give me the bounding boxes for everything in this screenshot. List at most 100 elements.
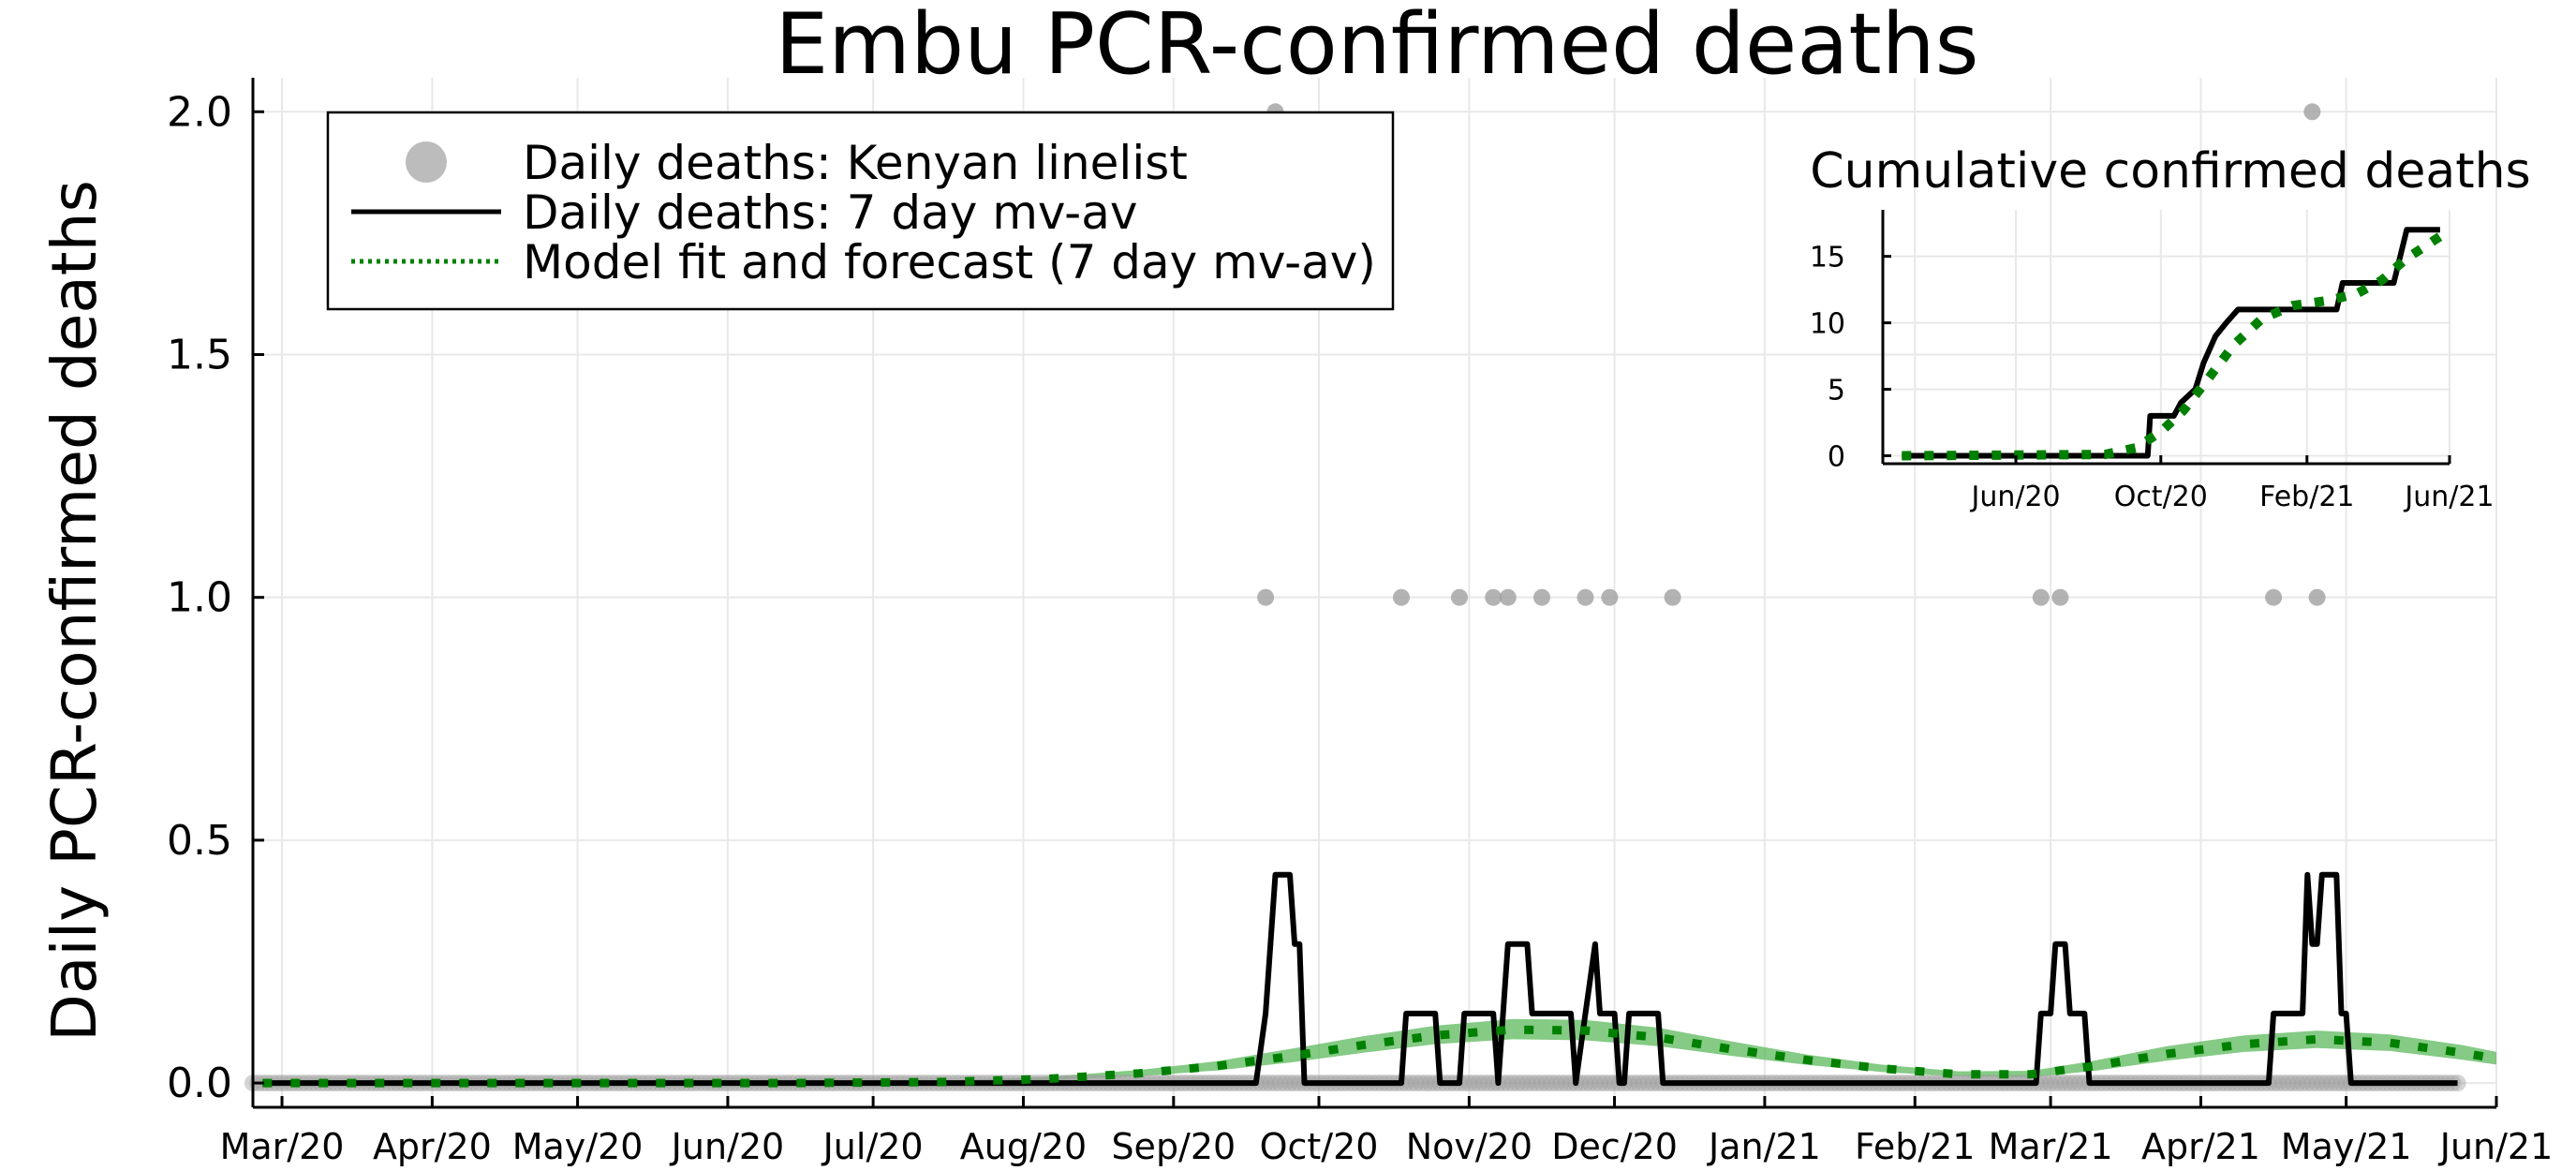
linelist-point-zero	[1499, 1075, 1517, 1092]
x-tick-label: Jun/21	[2438, 1126, 2554, 1167]
x-tick-label: Mar/20	[220, 1126, 345, 1167]
y-tick-label: 1.5	[167, 331, 232, 378]
linelist-point-zero	[1503, 1075, 1521, 1092]
linelist-point-zero	[1266, 1075, 1284, 1092]
linelist-point	[1485, 588, 1503, 606]
inset-grid	[1883, 210, 2450, 464]
linelist-point-zero	[2299, 1075, 2317, 1092]
linelist-point-zero	[1596, 1075, 1614, 1092]
main-tick-labels: Mar/20 Apr/20 May/20 Jun/20 Jul/20 Aug/20 Sep/…	[167, 88, 2553, 1167]
linelist-point	[1499, 588, 1517, 606]
linelist-point-zero	[1412, 1075, 1429, 1092]
linelist-point-zero	[1407, 1075, 1425, 1092]
inset-x-tick-label: Oct/20	[2114, 481, 2208, 513]
model-line	[262, 1025, 2497, 1088]
x-tick-label: Apr/20	[373, 1126, 492, 1167]
legend-label-linelist: Daily deaths: Kenyan linelist	[523, 136, 1188, 190]
linelist-point-zero	[2061, 1075, 2079, 1092]
linelist-point-zero	[1281, 1075, 1298, 1092]
linelist-point-zero	[1276, 1075, 1294, 1092]
inset-model-line	[1902, 232, 2443, 461]
x-tick-label: Apr/21	[2141, 1126, 2260, 1167]
linelist-point-zero	[1509, 1075, 1527, 1092]
inset-chart: Cumulative confirmed deaths Jun/20 Oct/20…	[1810, 143, 2531, 513]
linelist-point-zero	[1639, 1075, 1657, 1092]
linelist-point-zero	[1460, 1075, 1478, 1092]
mvav-line	[262, 871, 2458, 1087]
x-tick-label: Feb/21	[1855, 1126, 1975, 1167]
linelist-point	[1577, 588, 1594, 606]
linelist-point-zero	[1416, 1075, 1434, 1092]
linelist-point-zero	[2332, 1075, 2350, 1092]
y-tick-label: 0.5	[167, 817, 232, 865]
inset-x-tick-label: Feb/21	[2259, 481, 2354, 513]
x-tick-label: Jan/21	[1707, 1126, 1821, 1167]
linelist-point	[1393, 588, 1410, 606]
linelist-point	[1451, 588, 1468, 606]
linelist-point	[2032, 588, 2050, 606]
legend: Daily deaths: Kenyan linelist Daily deat…	[326, 111, 1395, 311]
linelist-point-zero	[2047, 1075, 2065, 1092]
linelist-point	[2303, 103, 2321, 121]
y-tick-label: 1.0	[167, 574, 232, 622]
linelist-point-zero	[2318, 1075, 2335, 1092]
linelist-point-zero	[2042, 1075, 2060, 1092]
linelist-point	[2308, 588, 2326, 606]
linelist-point-zero	[2323, 1075, 2341, 1092]
linelist-point	[1601, 588, 1619, 606]
linelist-point-zero	[1271, 1075, 1289, 1092]
inset-x-tick-label: Jun/20	[1969, 481, 2060, 513]
linelist-point-zero	[1538, 1075, 1556, 1092]
x-tick-label: Dec/20	[1551, 1126, 1678, 1167]
x-tick-label: Nov/20	[1406, 1126, 1532, 1167]
linelist-point-zero	[2294, 1075, 2312, 1092]
linelist-point-zero	[1286, 1075, 1304, 1092]
linelist-point	[1533, 588, 1550, 606]
inset-cumulative-line	[1902, 227, 2440, 459]
x-tick-label: May/20	[512, 1126, 644, 1167]
legend-label-model: Model fit and forecast (7 day mv-av)	[523, 235, 1376, 289]
linelist-point-zero	[1577, 1075, 1594, 1092]
linelist-point-zero	[2071, 1075, 2089, 1092]
model-uncertainty-band	[262, 1018, 2496, 1084]
linelist-point	[1257, 588, 1275, 606]
x-tick-label: Mar/21	[1989, 1126, 2113, 1167]
linelist-point-zero	[1557, 1075, 1575, 1092]
linelist-point-zero	[1601, 1075, 1619, 1092]
linelist-point-zero	[2328, 1075, 2346, 1092]
inset-y-tick-label: 10	[1810, 308, 1845, 341]
linelist-point-zero	[1262, 1075, 1280, 1092]
linelist-point-zero	[1543, 1075, 1561, 1092]
linelist-point-zero	[1402, 1075, 1420, 1092]
linelist-point-zero	[1518, 1075, 1536, 1092]
inset-y-tick-label: 0	[1828, 440, 1845, 473]
linelist-point-zero	[1470, 1075, 1488, 1092]
linelist-point	[2265, 588, 2283, 606]
linelist-point-zero	[2313, 1075, 2331, 1092]
linelist-point-zero	[1581, 1075, 1599, 1092]
x-tick-label: Jun/20	[670, 1126, 785, 1167]
linelist-point-zero	[1533, 1075, 1550, 1092]
linelist-point-zero	[2270, 1075, 2287, 1092]
legend-marker-linelist	[406, 141, 447, 183]
linelist-point-zero	[1591, 1075, 1608, 1092]
linelist-point-zero	[2303, 1075, 2321, 1092]
linelist-point-zero	[2288, 1075, 2306, 1092]
linelist-point-zero	[1552, 1075, 1570, 1092]
linelist-point-zero	[2279, 1075, 2297, 1092]
linelist-point-zero	[2308, 1075, 2326, 1092]
chart-title: Embu PCR-confirmed deaths	[775, 0, 1978, 94]
main-axes	[251, 78, 2498, 1109]
inset-title: Cumulative confirmed deaths	[1810, 143, 2530, 200]
inset-tick-labels: Jun/20 Oct/20 Feb/21 Jun/21 0 5 10 15	[1810, 242, 2495, 513]
linelist-point-zero	[1514, 1075, 1532, 1092]
linelist-point-zero	[1528, 1075, 1546, 1092]
y-tick-label: 0.0	[167, 1060, 232, 1107]
linelist-point-zero	[1523, 1075, 1541, 1092]
main-series-lines	[262, 871, 2497, 1088]
legend-label-mvav: Daily deaths: 7 day mv-av	[523, 185, 1137, 240]
linelist-point-zero	[1547, 1075, 1565, 1092]
y-tick-label: 2.0	[167, 88, 232, 136]
linelist-point-zero	[1630, 1075, 1648, 1092]
